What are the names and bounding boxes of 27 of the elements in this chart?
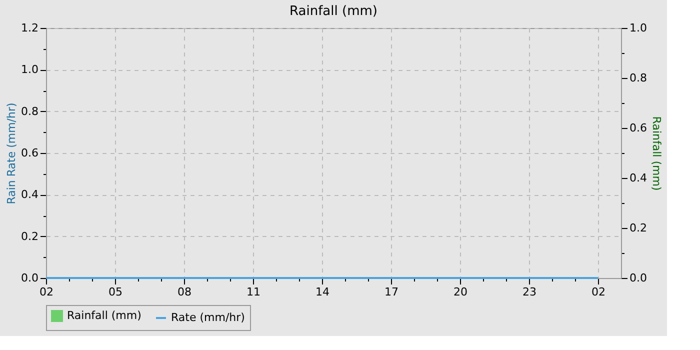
x-tick-label: 23 xyxy=(522,286,536,298)
x-tick-label: 05 xyxy=(108,286,122,298)
y2-tick-label: 0.2 xyxy=(630,222,647,234)
x-tick-label: 08 xyxy=(178,286,192,298)
x-tick-label: 20 xyxy=(454,286,468,298)
y-tick-label: 0.4 xyxy=(21,188,38,202)
y2-tick-label: 0.6 xyxy=(630,122,647,134)
legend-label: Rainfall (mm) xyxy=(67,309,142,322)
x-tick-label: 02 xyxy=(592,286,606,298)
y-tick-label: 0.2 xyxy=(21,230,38,243)
x-tick-label: 11 xyxy=(246,286,260,298)
y2-tick-label: 0.4 xyxy=(630,172,647,184)
y-tick-label: 0.6 xyxy=(21,146,38,160)
y-axis-title: Rain Rate (mm/hr) xyxy=(5,102,18,204)
y-tick-label: 1.0 xyxy=(21,63,38,76)
y2-tick-label: 0.8 xyxy=(630,72,647,84)
x-tick-label: 14 xyxy=(316,286,330,298)
y2-tick-label: 1.0 xyxy=(630,22,647,34)
y2-axis-title: Rainfall (mm) xyxy=(650,116,663,191)
y-tick-label: 1.2 xyxy=(21,22,38,34)
x-tick-label: 17 xyxy=(384,286,398,298)
chart-title: Rainfall (mm) xyxy=(290,4,378,19)
y-tick-label: 0.8 xyxy=(21,104,38,118)
y-tick-label: 0.0 xyxy=(21,272,38,284)
legend-label: Rate (mm/hr) xyxy=(171,311,245,324)
x-tick-label: 02 xyxy=(40,286,54,298)
y2-tick-label: 0.0 xyxy=(630,272,647,284)
